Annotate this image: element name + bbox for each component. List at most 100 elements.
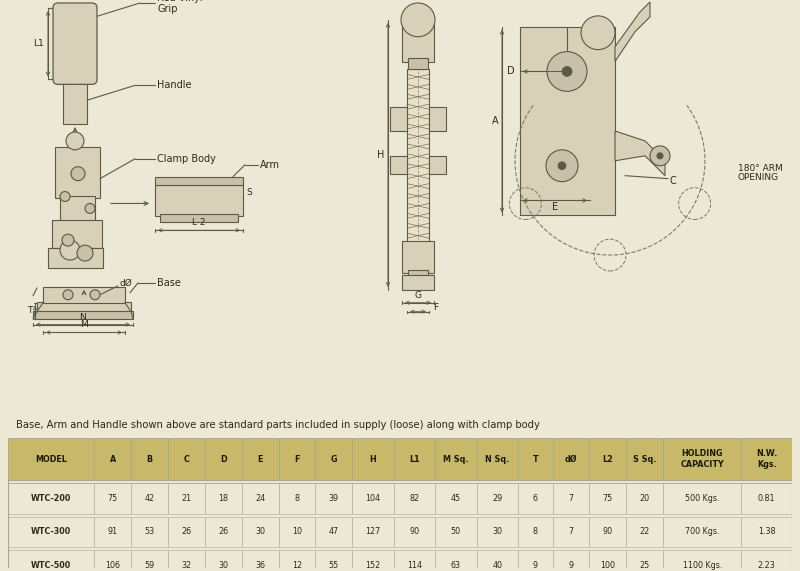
Bar	[518, 484, 553, 514]
Text: 127: 127	[366, 528, 381, 536]
Bar	[435, 438, 477, 480]
Bar	[352, 550, 394, 571]
Bar	[8, 484, 94, 514]
Bar	[315, 484, 352, 514]
Bar	[742, 550, 792, 571]
Bar	[663, 438, 742, 480]
Text: D: D	[220, 455, 226, 464]
Text: F: F	[294, 455, 300, 464]
Text: 30: 30	[255, 528, 265, 536]
Bar	[407, 70, 429, 243]
Bar	[48, 248, 103, 268]
Bar	[278, 517, 315, 547]
Bar	[390, 156, 407, 174]
Circle shape	[60, 240, 80, 260]
Bar	[402, 275, 434, 290]
Bar	[742, 484, 792, 514]
Bar	[94, 484, 131, 514]
Circle shape	[562, 66, 572, 77]
Text: 9: 9	[568, 561, 574, 570]
Polygon shape	[615, 2, 650, 62]
Text: 7: 7	[568, 528, 574, 536]
Text: 500 Kgs.: 500 Kgs.	[685, 494, 719, 503]
Text: 700 Kgs.: 700 Kgs.	[685, 528, 719, 536]
Bar	[553, 438, 590, 480]
Bar	[590, 438, 626, 480]
Text: HOLDING
CAPACITY: HOLDING CAPACITY	[680, 449, 724, 469]
Bar	[626, 438, 663, 480]
Bar	[8, 438, 94, 480]
Circle shape	[581, 16, 615, 50]
Text: H: H	[370, 455, 376, 464]
Circle shape	[66, 132, 84, 150]
Bar	[242, 438, 278, 480]
Polygon shape	[615, 131, 665, 176]
Bar	[518, 517, 553, 547]
Text: E: E	[552, 203, 558, 212]
Text: 9: 9	[533, 561, 538, 570]
Text: 63: 63	[451, 561, 461, 570]
Bar	[626, 517, 663, 547]
Bar	[94, 550, 131, 571]
Circle shape	[62, 234, 74, 246]
Bar	[590, 550, 626, 571]
Text: L1: L1	[409, 455, 420, 464]
Bar	[590, 484, 626, 514]
Bar	[518, 550, 553, 571]
Text: T: T	[26, 306, 32, 315]
Text: N: N	[80, 312, 86, 321]
Bar	[205, 550, 242, 571]
Bar	[394, 517, 435, 547]
Bar	[155, 184, 243, 216]
Bar	[477, 550, 518, 571]
Bar	[94, 438, 131, 480]
Text: 6: 6	[533, 494, 538, 503]
Bar	[435, 550, 477, 571]
Text: 114: 114	[407, 561, 422, 570]
Bar	[590, 517, 626, 547]
Text: 22: 22	[639, 528, 650, 536]
Text: 1.38: 1.38	[758, 528, 775, 536]
Text: 26: 26	[218, 528, 228, 536]
Text: Base: Base	[157, 278, 181, 288]
Bar	[63, 77, 87, 124]
Bar	[663, 550, 742, 571]
Text: WTC-200: WTC-200	[31, 494, 71, 503]
Bar	[242, 517, 278, 547]
Bar	[131, 517, 168, 547]
Bar	[278, 550, 315, 571]
Circle shape	[558, 162, 566, 170]
Bar	[408, 270, 428, 280]
Bar	[242, 484, 278, 514]
Text: WTC-300: WTC-300	[31, 528, 71, 536]
Text: MODEL: MODEL	[35, 455, 67, 464]
Text: 26: 26	[182, 528, 191, 536]
Text: 90: 90	[602, 528, 613, 536]
Bar	[315, 550, 352, 571]
Text: Grip: Grip	[157, 4, 178, 14]
Text: 36: 36	[255, 561, 265, 570]
Bar	[168, 484, 205, 514]
Text: 42: 42	[145, 494, 154, 503]
Bar	[352, 517, 394, 547]
Text: 39: 39	[329, 494, 339, 503]
Text: 59: 59	[145, 561, 154, 570]
Bar	[626, 484, 663, 514]
Text: B: B	[146, 455, 153, 464]
Bar	[402, 241, 434, 273]
Bar	[315, 438, 352, 480]
Bar	[8, 550, 94, 571]
Text: 100: 100	[600, 561, 615, 570]
Text: T: T	[533, 455, 538, 464]
Bar	[37, 301, 131, 312]
Text: A: A	[492, 116, 499, 126]
Bar	[94, 517, 131, 547]
Text: 8: 8	[533, 528, 538, 536]
Bar	[390, 107, 407, 131]
Text: 7: 7	[568, 494, 574, 503]
Bar	[663, 484, 742, 514]
Text: C: C	[670, 176, 677, 186]
Bar	[315, 517, 352, 547]
Text: M Sq.: M Sq.	[443, 455, 469, 464]
Bar	[352, 484, 394, 514]
